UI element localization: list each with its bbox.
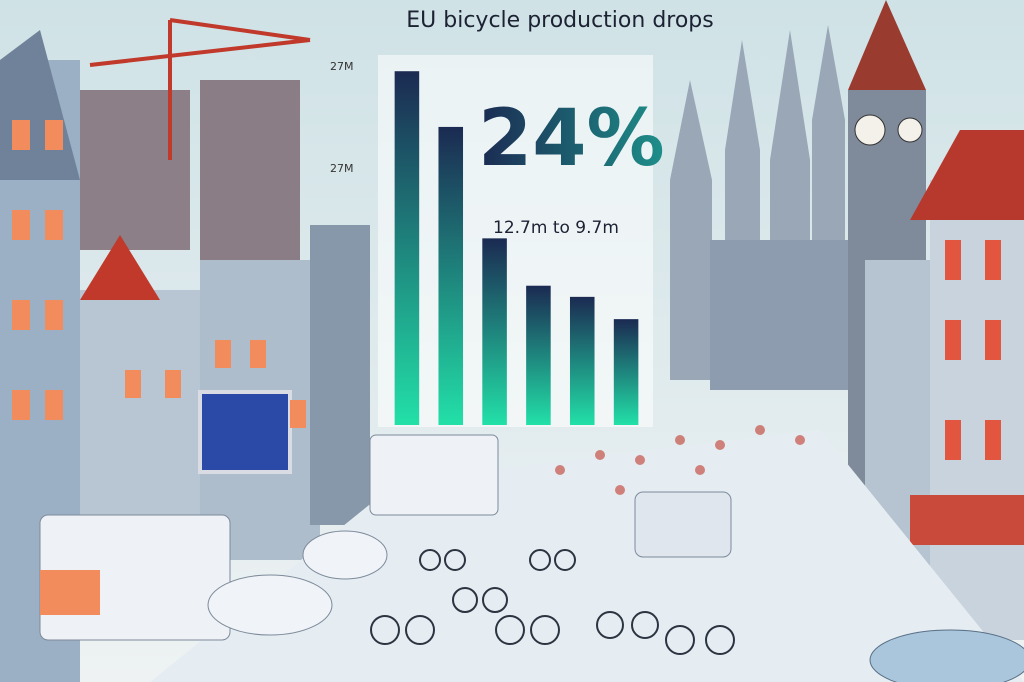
street bbox=[150, 430, 1024, 682]
chart-panel bbox=[378, 55, 653, 427]
chart-title: EU bicycle production drops bbox=[406, 8, 713, 33]
crane bbox=[89, 18, 311, 160]
bar bbox=[482, 238, 507, 425]
bar bbox=[394, 71, 420, 425]
cyclists bbox=[370, 549, 735, 655]
bar bbox=[438, 126, 464, 425]
axis-label: 27M bbox=[330, 60, 354, 73]
right-windows bbox=[945, 240, 1001, 460]
vehicles bbox=[39, 434, 1024, 682]
background-buildings bbox=[60, 25, 850, 390]
bars bbox=[394, 71, 639, 425]
bar bbox=[569, 296, 595, 425]
subtitle: 12.7m to 9.7m bbox=[493, 218, 619, 238]
axis-label: 27M bbox=[330, 162, 354, 175]
headline: 24% bbox=[478, 94, 665, 184]
windows bbox=[12, 120, 306, 428]
bar bbox=[613, 319, 639, 425]
crowd bbox=[555, 425, 805, 495]
bar bbox=[526, 285, 551, 425]
